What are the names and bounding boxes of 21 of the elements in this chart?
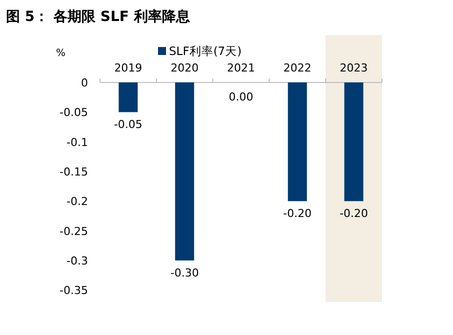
- x-tick-label: 2021: [227, 61, 255, 74]
- data-label: 0.00: [228, 90, 254, 104]
- x-tick-label: 2020: [170, 61, 199, 74]
- x-tick-label: 2019: [114, 61, 142, 74]
- legend-label: SLF利率(7天): [169, 44, 242, 58]
- y-tick-label: -0.3: [66, 254, 88, 268]
- y-tick-label: -0.2: [66, 195, 88, 208]
- y-tick-label: -0.25: [60, 224, 88, 238]
- y-tick-label: -0.1: [66, 136, 88, 149]
- x-tick-label: 2022: [283, 61, 312, 74]
- chart-title: 图 5： 各期限 SLF 利率降息: [6, 8, 191, 25]
- x-tick-label: 2023: [340, 61, 368, 74]
- data-label: -0.20: [283, 207, 312, 220]
- y-tick-label: 0: [81, 76, 88, 90]
- data-label: -0.05: [114, 118, 142, 132]
- data-label: -0.20: [340, 207, 368, 220]
- y-tick-label: -0.05: [60, 106, 88, 120]
- y-axis-title: %: [56, 48, 66, 59]
- y-tick-label: -0.35: [60, 284, 88, 298]
- y-tick-label: -0.15: [60, 165, 88, 178]
- data-label: -0.30: [170, 266, 199, 280]
